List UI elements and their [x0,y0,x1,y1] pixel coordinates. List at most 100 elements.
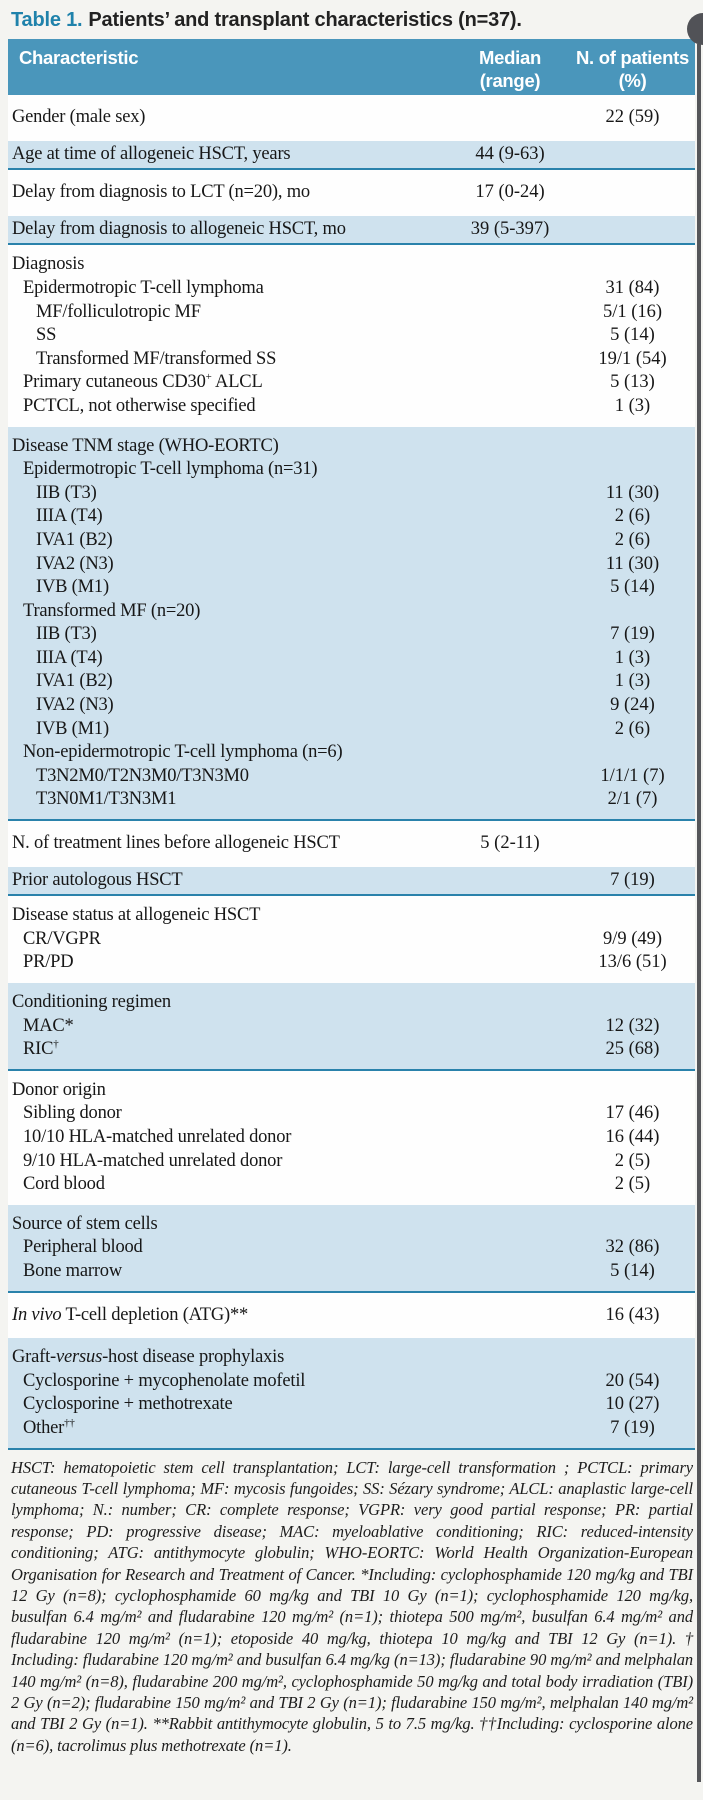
cell-median-range: 17 (0-24) [475,182,545,203]
column-header-patients-line2: (%) [618,70,647,91]
page-corner-dot [687,13,703,45]
cell-n-patients: 12 (32) [605,1015,660,1036]
table-row: Donor origin [8,1079,695,1103]
cell-median-range [450,647,570,671]
table-section: Source of stem cells Peripheral blood 32 (… [8,1204,695,1293]
cell-median-range [450,1213,570,1237]
cell-characteristic: Cord blood [23,1174,105,1195]
cell-n-patients: 32 (86) [605,1237,660,1258]
cell-characteristic: In vivo T-cell depletion (ATG)** [8,1304,450,1328]
cell-median-range [450,928,570,952]
table-row: Source of stem cells [8,1213,695,1237]
cell-characteristic: IVB (M1) [36,577,109,598]
table-row: Sibling donor 17 (46) [8,1102,695,1126]
table-section: Diagnosis Epidermotropic T-cell lymphoma 3… [8,245,695,427]
cell-median-range [450,600,570,624]
cell-characteristic-segment: †† [64,1416,75,1429]
table-row: Non-epidermotropic T-cell lymphoma (n=6) [8,741,695,765]
cell-median-range [450,718,570,742]
cell-n-patients: 7 (19) [610,624,655,645]
table-row: Age at time of allogeneic HSCT, years 44 … [8,143,695,167]
cell-n-patients: 11 (30) [605,553,660,574]
cell-median-range [450,458,570,482]
cell-characteristic: IIIA (T4) [36,506,103,527]
cell-characteristic: IVA2 (N3) [36,553,114,574]
cell-median-range [450,623,570,647]
cell-median-range [450,1346,570,1370]
cell-n-patients [570,253,695,277]
cell-n-patients [570,181,695,205]
cell-n-patients: 2 (6) [614,718,651,739]
cell-characteristic: Graft-versus-host disease prophylaxis [8,1346,450,1370]
cell-characteristic: IIIA (T4) [36,647,103,668]
cell-median-range [450,1236,570,1260]
cell-n-patients: 31 (84) [605,277,660,298]
cell-median-range [450,1304,570,1328]
cell-characteristic-segment: versus [56,1347,103,1368]
cell-n-patients: 16 (44) [605,1126,660,1147]
cell-characteristic: IVA1 (B2) [36,671,113,692]
cell-characteristic-segment: RIC [23,1039,54,1060]
table-footnote: HSCT: hematopoietic stem cell transplant… [11,1457,693,1755]
cell-characteristic: Age at time of allogeneic HSCT, years [12,143,291,164]
cell-n-patients: 20 (54) [605,1370,660,1391]
table-row: Epidermotropic T-cell lymphoma 31 (84) [8,277,695,301]
table-row: Primary cutaneous CD30+ ALCL 5 (13) [8,371,695,395]
table-row: Epidermotropic T-cell lymphoma (n=31) [8,458,695,482]
cell-characteristic: IIB (T3) [36,624,97,645]
cell-median-range [450,1126,570,1150]
cell-n-patients [570,741,695,765]
cell-characteristic: Donor origin [12,1079,106,1100]
column-header-characteristic: Characteristic [19,47,139,68]
cell-median-range [450,670,570,694]
table-row: CR/VGPR 9/9 (49) [8,928,695,952]
cell-n-patients [570,1213,695,1237]
cell-n-patients: 9/9 (49) [602,928,663,949]
cell-median-range [450,788,570,812]
cell-n-patients: 7 (19) [610,1417,655,1438]
cell-characteristic: Conditioning regimen [12,992,171,1012]
page-edge-rule [697,44,701,1782]
cell-characteristic: N. of treatment lines before allogeneic … [12,833,340,854]
table-section: Disease TNM stage (WHO-EORTC) Epidermotro… [8,426,695,822]
table-row: Disease TNM stage (WHO-EORTC) [8,435,695,459]
cell-median-range [450,1102,570,1126]
cell-characteristic: Source of stem cells [12,1213,158,1234]
table-row: 10/10 HLA-matched unrelated donor 16 (44) [8,1126,695,1150]
table-row: IVA2 (N3) 11 (30) [8,553,695,577]
table-row: N. of treatment lines before allogeneic … [8,832,695,856]
cell-median-range [450,1393,570,1417]
cell-characteristic: T3N0M1/T3N3M1 [36,789,177,810]
cell-characteristic: Other†† [8,1417,450,1441]
cell-median-range [450,324,570,348]
cell-n-patients: 22 (59) [605,107,660,127]
cell-n-patients: 10 (27) [605,1394,660,1415]
column-header-patients: N. of patients (%) [570,46,695,95]
table-row: IVB (M1) 2 (6) [8,718,695,742]
cell-characteristic: Peripheral blood [23,1237,143,1258]
cell-median-range [450,553,570,577]
cell-median-range [450,348,570,372]
cell-characteristic: SS [36,325,57,346]
table-section: Graft-versus-host disease prophylaxis Cyc… [8,1338,695,1450]
table-row: PR/PD 13/6 (51) [8,951,695,975]
cell-characteristic-segment: Primary cutaneous CD30 [23,372,206,393]
cell-median-range [450,371,570,395]
cell-characteristic: Primary cutaneous CD30+ ALCL [8,371,450,395]
table-row: IVA2 (N3) 9 (24) [8,694,695,718]
table-row: Transformed MF (n=20) [8,600,695,624]
cell-n-patients: 2 (5) [614,1150,651,1171]
cell-n-patients: 1 (3) [614,647,651,668]
cell-median-range [450,1038,570,1062]
cell-characteristic: Delay from diagnosis to LCT (n=20), mo [12,182,310,203]
cell-n-patients: 5 (13) [610,372,655,393]
table-row: Delay from diagnosis to allogeneic HSCT,… [8,218,695,242]
cell-characteristic: Bone marrow [23,1260,123,1281]
cell-characteristic: 9/10 HLA-matched unrelated donor [23,1150,283,1171]
column-header-median-line1: Median [479,47,541,68]
cell-n-patients: 2 (6) [614,529,651,550]
cell-characteristic: CR/VGPR [23,928,101,949]
table-row: IIIA (T4) 1 (3) [8,647,695,671]
cell-median-range [450,694,570,718]
cell-characteristic: Delay from diagnosis to allogeneic HSCT,… [12,218,346,239]
